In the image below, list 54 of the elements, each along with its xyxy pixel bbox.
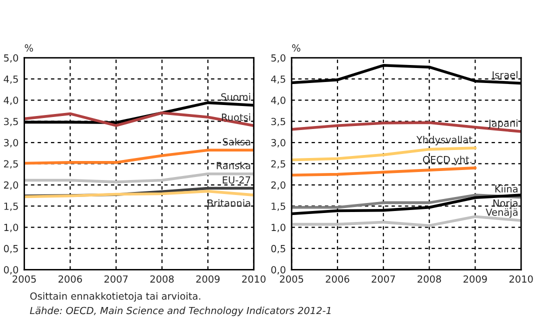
y-tick-label: 2,0: [271, 181, 286, 190]
x-tick-label: 2008: [418, 275, 442, 283]
line-series: [292, 166, 477, 177]
y-tick-label: 0,0: [4, 266, 18, 274]
y-tick-label: 1,5: [4, 202, 18, 211]
y-tick-label: 4,0: [271, 96, 286, 105]
series-label: EU-27: [222, 176, 250, 184]
y-tick-label: 1,0: [4, 224, 18, 232]
x-tick-label: 2010: [242, 275, 266, 283]
y-tick-label: 4,5: [271, 76, 286, 84]
y-axis-title: %: [24, 44, 33, 52]
y-axis-title: %: [292, 44, 300, 52]
y-tick-label: 5,0: [271, 54, 286, 63]
text: Lähde: OECD, Main Science and Technology Indicators 2012-1: [30, 306, 331, 316]
y-tick-label: 5,0: [4, 54, 18, 63]
y-tick-label: 3,5: [271, 118, 286, 126]
series-label: Kiina: [495, 184, 518, 193]
series-label: Britannia: [208, 199, 250, 207]
y-tick-label: 3,0: [271, 139, 286, 148]
y-tick-label: 0,5: [4, 244, 18, 254]
x-tick-label: 2008: [150, 275, 174, 283]
series-label: OECD yht.: [422, 156, 472, 166]
x-tick-label: 2006: [326, 275, 350, 283]
text: Osittain ennakkotietoja tai arvioita.: [30, 292, 200, 302]
line-series: [292, 121, 522, 133]
y-tick-label: 2,5: [4, 160, 18, 169]
y-tick-label: 4,5: [4, 76, 18, 84]
series-label: Suomi: [221, 93, 250, 101]
y-tick-label: 4,0: [4, 96, 18, 105]
x-tick-label: 2009: [196, 275, 220, 283]
y-tick-label: 2,0: [4, 181, 18, 190]
line-series: [24, 111, 254, 127]
y-tick-label: 3,0: [4, 139, 18, 148]
x-tick-label: 2009: [464, 275, 487, 283]
y-tick-label: 2,5: [271, 160, 286, 169]
series-label: Saksa: [222, 138, 250, 146]
series-label: Ruotsi: [222, 113, 250, 121]
series-label: Norja: [493, 199, 518, 209]
x-tick-label: 2007: [372, 275, 395, 283]
series-label: Israel: [492, 71, 518, 79]
x-tick-label: 2007: [104, 275, 128, 283]
y-tick-label: 0,0: [271, 266, 286, 274]
y-tick-label: 1,5: [272, 202, 286, 211]
y-tick-label: 3,5: [4, 118, 18, 126]
series-label: Yhdysvallat: [416, 136, 472, 146]
x-tick-label: 2006: [58, 275, 82, 283]
series-label: Ranska: [216, 162, 250, 170]
x-tick-label: 2010: [509, 275, 533, 283]
y-tick-label: 1,0: [272, 224, 286, 232]
y-tick-label: 0,5: [271, 244, 286, 254]
x-tick-label: 2005: [12, 275, 36, 283]
series-label: Japani: [488, 119, 518, 129]
x-tick-label: 2005: [280, 275, 304, 283]
series-label: Venäjä: [486, 208, 518, 218]
